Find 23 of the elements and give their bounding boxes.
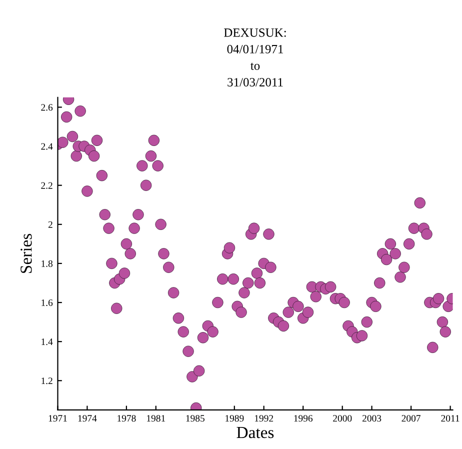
x-tick-label: 1978 [118,415,136,422]
y-tick-label: 1.4 [42,338,53,346]
x-tick-label: 1974 [78,415,97,422]
y-tick-label: 2.4 [41,143,53,150]
x-tick-label: 1996 [294,415,313,422]
x-tick-label: 2000 [333,415,352,422]
x-tick-label: 1989 [226,415,244,422]
x-tick-label: 2003 [362,415,382,422]
x-tick-label: 1985 [186,415,204,422]
x-axis-title: Dates [236,427,274,438]
y-tick-label: 2 [48,221,52,228]
y-tick-label: 1.2 [42,378,52,384]
y-tick-label: 1.8 [42,260,53,267]
x-tick-label: 1992 [254,415,274,422]
y-tick-label: 2.2 [41,182,52,189]
x-tick-label: 1971 [48,415,67,422]
x-tick-label: 2011 [441,415,460,422]
x-tick-label: 1981 [147,415,166,422]
y-tick-label: 2.6 [41,104,53,111]
y-axis-title: Series [20,234,32,273]
chart-title: DEXUSUK: 04/01/1971 to 31/03/2011 [224,28,286,86]
y-tick-label: 1.6 [42,299,53,306]
x-tick-label: 2007 [402,415,420,422]
